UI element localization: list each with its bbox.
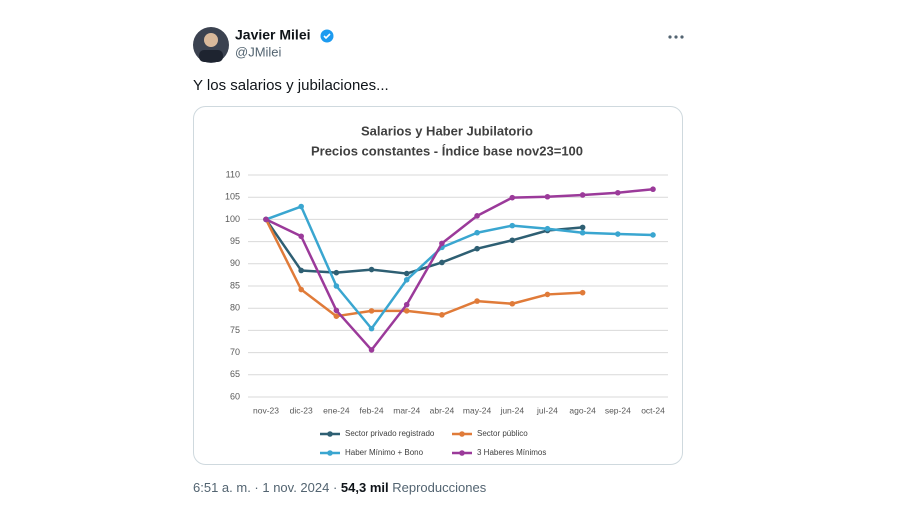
data-point xyxy=(650,186,656,193)
legend-label: 3 Haberes Mínimos xyxy=(477,448,546,457)
data-point xyxy=(403,276,410,283)
data-point xyxy=(333,269,340,276)
chart-title: Salarios y Haber Jubilatorio xyxy=(361,123,533,138)
x-tick-label: mar-24 xyxy=(393,405,420,415)
data-point xyxy=(474,298,480,304)
data-point xyxy=(474,229,480,236)
y-tick-label: 65 xyxy=(230,369,240,379)
data-point xyxy=(368,308,375,314)
data-point xyxy=(439,259,445,266)
post-footer: 6:51 a. m. · 1 nov. 2024 · 54,3 mil Repr… xyxy=(193,480,487,495)
legend-label: Haber Mínimo + Bono xyxy=(345,448,424,457)
x-tick-label: dic-23 xyxy=(290,405,313,415)
y-tick-label: 100 xyxy=(225,214,240,224)
verified-check xyxy=(323,33,331,40)
y-tick-label: 75 xyxy=(230,325,240,335)
author-handle[interactable]: @JMilei xyxy=(235,44,282,59)
plot: 60 65 70 75 80 85 90 95 100 105 110 nov-23 dic-23 ene… xyxy=(225,169,668,457)
x-tick-label: ago-24 xyxy=(569,405,596,415)
y-tick-label: 110 xyxy=(226,169,240,179)
x-tick-label: abr-24 xyxy=(430,405,455,415)
data-point xyxy=(544,291,551,298)
x-tick-label: sep-24 xyxy=(605,405,631,415)
data-point xyxy=(333,307,340,314)
y-tick-label: 60 xyxy=(230,391,240,401)
data-point xyxy=(263,216,269,223)
data-point xyxy=(650,232,656,238)
legend-marker xyxy=(459,431,465,437)
series-line xyxy=(265,187,654,352)
x-tick-label: nov-23 xyxy=(253,405,279,415)
x-tick-label: oct-24 xyxy=(641,405,665,415)
chart-subtitle: Precios constantes - Índice base nov23=1… xyxy=(311,143,583,158)
x-tick-label: feb-24 xyxy=(359,405,383,415)
legend-marker xyxy=(459,450,465,456)
data-point xyxy=(439,312,445,318)
data-point xyxy=(509,194,516,201)
data-point xyxy=(579,229,586,236)
avatar-face xyxy=(204,33,218,47)
legend-label: Sector privado registrado xyxy=(345,429,435,438)
view-label: Reproducciones xyxy=(392,480,486,495)
data-point xyxy=(544,193,551,200)
y-tick-label: 70 xyxy=(230,347,240,357)
data-point xyxy=(298,286,304,293)
data-point xyxy=(579,224,586,231)
x-tick-label: may-24 xyxy=(463,405,492,415)
data-point xyxy=(439,240,445,247)
x-tick-label: ene-24 xyxy=(323,405,350,415)
data-point xyxy=(509,300,516,307)
data-point xyxy=(474,213,480,219)
view-count: 54,3 mil xyxy=(341,480,389,495)
data-point xyxy=(403,270,410,277)
y-tick-label: 105 xyxy=(225,192,240,202)
y-tick-label: 90 xyxy=(230,258,240,268)
more-menu[interactable] xyxy=(668,35,684,39)
x-tick-label: jun-24 xyxy=(499,405,524,415)
data-point xyxy=(474,245,480,252)
post-text: Y los salarios y jubilaciones... xyxy=(193,77,389,94)
series-line xyxy=(264,218,583,318)
data-point xyxy=(509,222,516,229)
data-point xyxy=(509,237,516,244)
legend-marker xyxy=(327,450,333,456)
data-point xyxy=(403,301,410,308)
avatar-suit xyxy=(199,50,223,62)
data-point xyxy=(298,203,304,210)
y-tick-label: 80 xyxy=(230,303,240,313)
data-point xyxy=(333,283,340,289)
x-tick-label: jul-24 xyxy=(536,405,558,415)
author-name[interactable]: Javier Milei xyxy=(235,27,311,43)
data-point xyxy=(544,225,551,232)
legend-marker xyxy=(327,431,333,437)
data-point xyxy=(368,325,375,332)
y-tick-label: 95 xyxy=(230,236,240,246)
legend-label: Sector público xyxy=(477,429,528,438)
series-line xyxy=(265,205,654,330)
data-point xyxy=(298,233,304,240)
data-point xyxy=(615,189,621,196)
y-tick-label: 85 xyxy=(230,280,240,290)
data-point xyxy=(298,267,304,274)
data-point xyxy=(403,308,410,314)
data-point xyxy=(368,347,375,353)
post-time: 6:51 a. m. · 1 nov. 2024 · xyxy=(193,480,337,495)
data-point xyxy=(579,192,586,198)
data-point xyxy=(579,289,586,296)
data-point xyxy=(333,313,340,319)
data-point xyxy=(615,231,621,237)
data-point xyxy=(368,266,375,273)
